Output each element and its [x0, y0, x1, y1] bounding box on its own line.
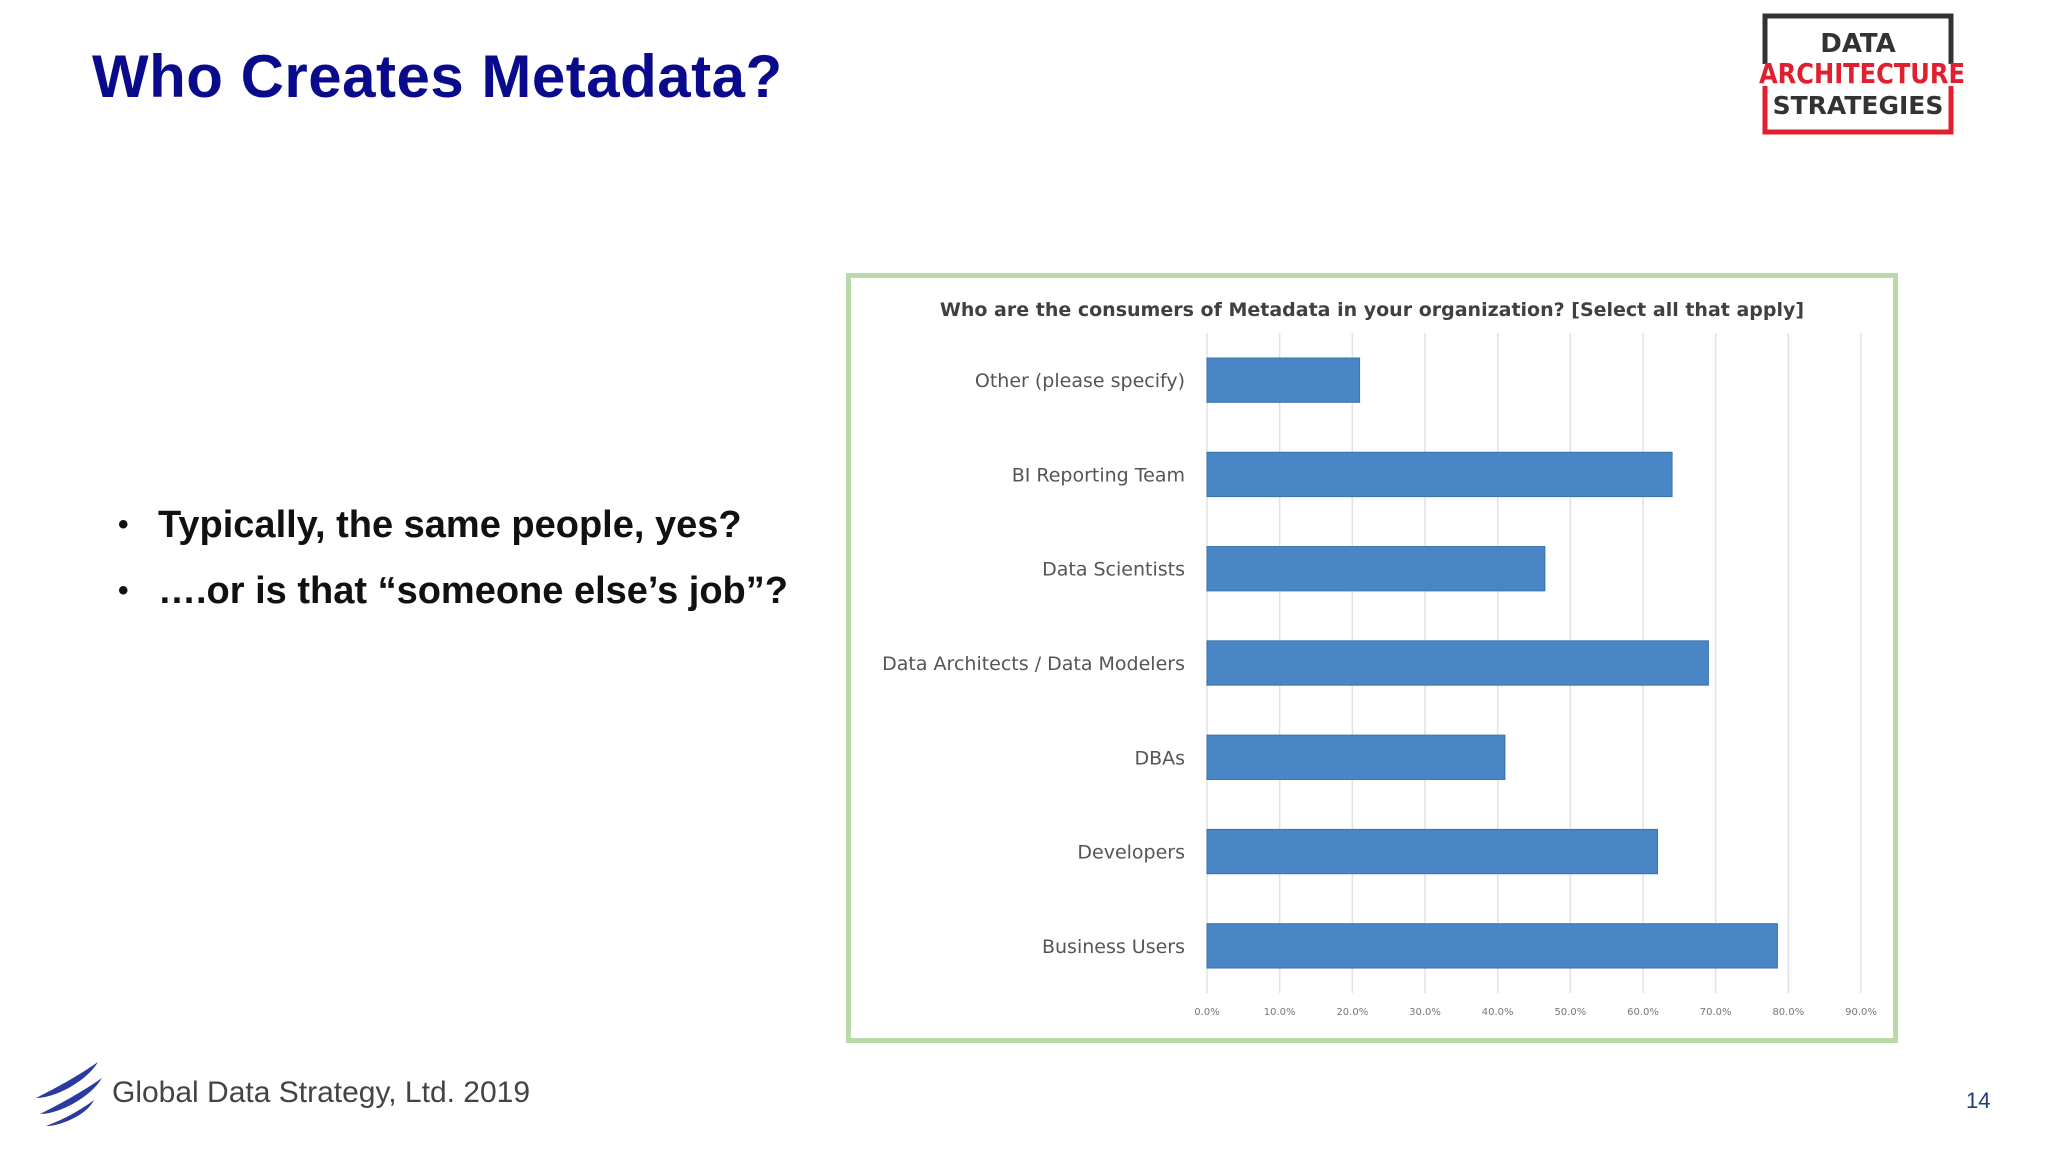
- bar: [1206, 357, 1361, 403]
- bar: [1206, 923, 1778, 969]
- x-tick-label: 50.0%: [1554, 1007, 1586, 1018]
- bar: [1206, 828, 1659, 875]
- bullet-item: • Typically, the same people, yes?: [112, 502, 788, 548]
- bar: [1206, 451, 1673, 498]
- bullet-text: ….or is that “someone else’s job”?: [158, 570, 788, 612]
- x-tick-label: 90.0%: [1845, 1007, 1877, 1018]
- category-label: Other (please specify): [975, 370, 1185, 392]
- bar-chart: Who are the consumers of Metadata in you…: [882, 299, 1877, 1018]
- bullet-item: • ….or is that “someone else’s job”?: [112, 568, 788, 614]
- bullet-marker: •: [118, 574, 129, 607]
- x-tick-label: 80.0%: [1772, 1007, 1804, 1018]
- bar: [1206, 734, 1506, 780]
- global-data-strategy-logo: [32, 1058, 104, 1128]
- bullet-list: • Typically, the same people, yes? • ….o…: [112, 502, 788, 634]
- slide-title: Who Creates Metadata?: [92, 43, 783, 110]
- category-label: Business Users: [1042, 936, 1185, 958]
- page-number: 14: [1966, 1088, 1991, 1113]
- chart-title: Who are the consumers of Metadata in you…: [940, 299, 1804, 321]
- x-tick-label: 10.0%: [1264, 1007, 1296, 1018]
- chart-frame: Who are the consumers of Metadata in you…: [846, 273, 1898, 1043]
- category-label: Developers: [1077, 842, 1185, 864]
- category-label: Data Scientists: [1042, 559, 1185, 581]
- bullet-text: Typically, the same people, yes?: [158, 504, 742, 546]
- bar: [1206, 546, 1546, 592]
- x-tick-label: 60.0%: [1627, 1007, 1659, 1018]
- logo-line-2: ARCHITECTURE: [1759, 57, 1965, 90]
- x-tick-label: 0.0%: [1194, 1007, 1219, 1018]
- category-label: BI Reporting Team: [1012, 464, 1185, 486]
- bullet-marker: •: [118, 508, 129, 541]
- category-label: DBAs: [1134, 747, 1185, 769]
- x-tick-label: 40.0%: [1482, 1007, 1514, 1018]
- x-tick-label: 20.0%: [1336, 1007, 1368, 1018]
- x-tick-label: 70.0%: [1700, 1007, 1732, 1018]
- x-tick-label: 30.0%: [1409, 1007, 1441, 1018]
- data-architecture-strategies-logo: DATA ARCHITECTURE STRATEGIES: [1755, 12, 1970, 136]
- bar: [1206, 640, 1709, 686]
- category-label: Data Architects / Data Modelers: [882, 653, 1185, 675]
- logo-line-1: DATA: [1820, 29, 1896, 59]
- logo-line-3: STRATEGIES: [1773, 91, 1944, 120]
- footer-copyright: Global Data Strategy, Ltd. 2019: [112, 1076, 531, 1109]
